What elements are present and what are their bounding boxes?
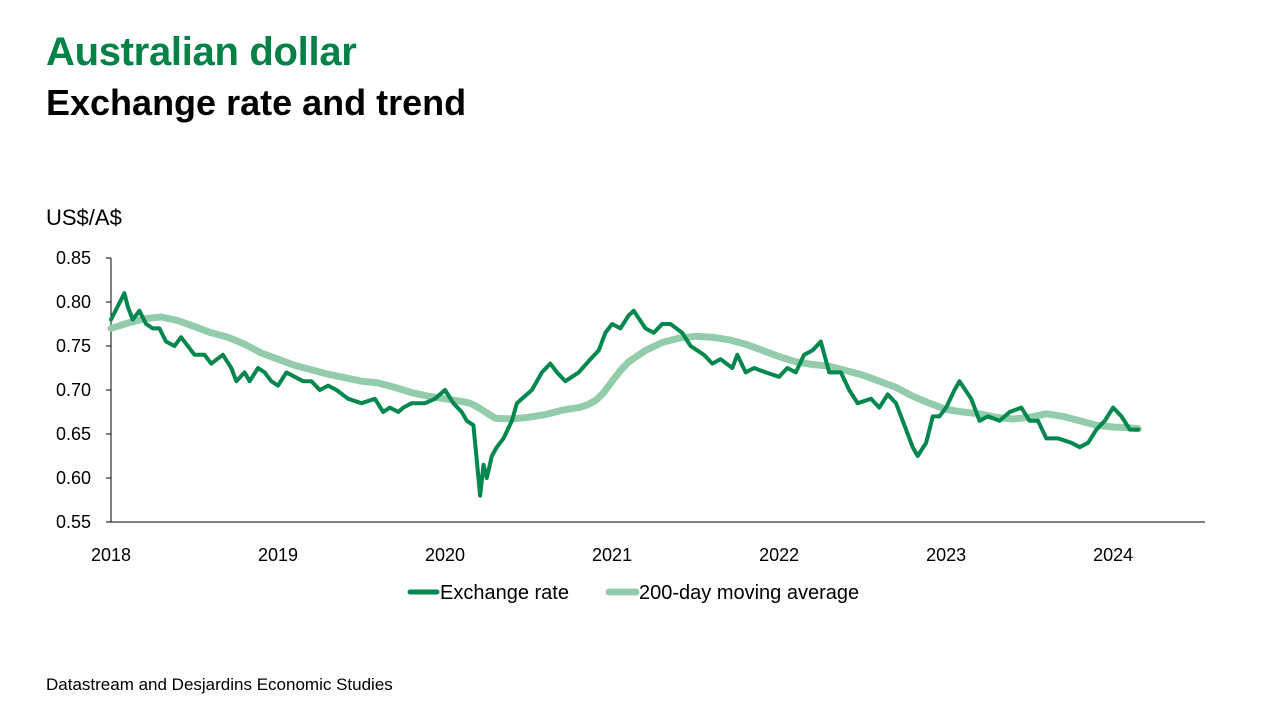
x-tick-label: 2024 <box>1093 545 1133 565</box>
y-tick-label: 0.65 <box>56 424 91 444</box>
series-layer <box>107 291 1142 498</box>
chart-subtitle: Exchange rate and trend <box>46 82 467 123</box>
chart-title: Australian dollar <box>46 30 357 74</box>
series-exchange-rate-line <box>109 291 1141 498</box>
x-tick-label: 2019 <box>258 545 298 565</box>
legend: Exchange rate 200-day moving average <box>407 582 859 604</box>
x-tick-label: 2018 <box>91 545 131 565</box>
x-tick-label: 2023 <box>926 545 966 565</box>
y-tick-label: 0.60 <box>56 468 91 488</box>
y-tick-label: 0.70 <box>56 380 91 400</box>
source-note: Datastream and Desjardins Economic Studi… <box>46 675 393 694</box>
y-axis-label: US$/A$ <box>46 205 122 230</box>
y-tick-label: 0.80 <box>56 292 91 312</box>
legend-label-exchange-rate: Exchange rate <box>440 582 569 604</box>
y-tick-label: 0.75 <box>56 336 91 356</box>
x-tick-label: 2022 <box>759 545 799 565</box>
y-tick-label: 0.85 <box>56 248 91 268</box>
x-tick-label: 2021 <box>592 545 632 565</box>
legend-label-moving-average: 200-day moving average <box>639 582 859 604</box>
x-tick-label: 2020 <box>425 545 465 565</box>
y-tick-label: 0.55 <box>56 512 91 532</box>
series-moving-average-line <box>107 313 1142 433</box>
